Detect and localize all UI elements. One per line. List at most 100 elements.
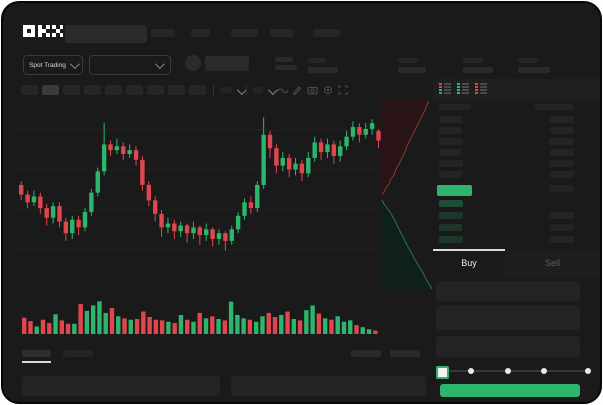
ask-row-amount[interactable] bbox=[550, 171, 574, 178]
stat-label-0 bbox=[308, 58, 326, 63]
toggle-swatch bbox=[475, 92, 478, 94]
market-type-selector[interactable]: Spot Trading bbox=[23, 55, 83, 75]
toggle-swatch bbox=[457, 83, 460, 85]
timeframe-button-0[interactable] bbox=[21, 85, 38, 95]
nav-item-3[interactable] bbox=[270, 29, 293, 37]
timeframe-button-3[interactable] bbox=[84, 85, 101, 95]
price-skeleton bbox=[275, 57, 293, 62]
pair-title-skeleton bbox=[205, 56, 249, 71]
bid-row-amount[interactable] bbox=[549, 212, 574, 219]
ask-row-amount[interactable] bbox=[549, 138, 574, 145]
bid-row-amount[interactable] bbox=[550, 224, 574, 231]
book-asks-icon[interactable] bbox=[475, 83, 488, 96]
toggle-line bbox=[462, 89, 469, 91]
book-bids-icon[interactable] bbox=[457, 83, 470, 96]
toggle-swatch bbox=[475, 86, 478, 88]
slider-stop-2[interactable] bbox=[505, 368, 511, 374]
bottom-right-item-1[interactable] bbox=[390, 350, 420, 357]
timeframe-button-4[interactable] bbox=[105, 85, 122, 95]
toggle-line bbox=[480, 83, 487, 85]
slider-stop-4[interactable] bbox=[585, 368, 591, 374]
tab-buy[interactable]: Buy bbox=[461, 258, 477, 268]
volume-bars[interactable] bbox=[21, 299, 378, 334]
pencil-icon[interactable] bbox=[292, 85, 302, 95]
timeframe-button-1[interactable] bbox=[42, 85, 59, 95]
stat-value-0 bbox=[308, 67, 338, 73]
toggle-swatch bbox=[457, 89, 460, 91]
bottom-panel-0 bbox=[22, 376, 220, 396]
stat-value-3 bbox=[518, 67, 550, 73]
search-input[interactable] bbox=[65, 25, 147, 43]
toggle-swatch bbox=[475, 89, 478, 91]
stat-value-1 bbox=[398, 67, 426, 73]
nav-item-4[interactable] bbox=[313, 29, 340, 37]
expand-icon[interactable] bbox=[338, 85, 348, 95]
bottom-panel-1 bbox=[231, 376, 426, 396]
toggle-line bbox=[480, 92, 487, 94]
toggle-line bbox=[444, 89, 451, 91]
bottom-right-item-0[interactable] bbox=[351, 350, 381, 357]
ask-row-price[interactable] bbox=[439, 127, 462, 134]
bid-row-amount[interactable] bbox=[549, 236, 574, 243]
slider-stop-3[interactable] bbox=[541, 368, 547, 374]
ask-row-amount[interactable] bbox=[549, 160, 574, 167]
timeframe-button-7[interactable] bbox=[168, 85, 185, 95]
toolbar-divider bbox=[213, 85, 214, 95]
bid-row-price[interactable] bbox=[439, 212, 463, 219]
ask-row-amount[interactable] bbox=[550, 149, 574, 156]
tab-sell[interactable]: Sell bbox=[544, 258, 560, 268]
stat-label-2 bbox=[463, 58, 483, 63]
camera-icon[interactable] bbox=[307, 85, 318, 95]
toggle-line bbox=[462, 83, 469, 85]
submit-buy-button[interactable] bbox=[440, 384, 580, 397]
timeframe-button-5[interactable] bbox=[126, 85, 143, 95]
amount-slider-track[interactable] bbox=[440, 370, 588, 372]
amount-slider-handle[interactable] bbox=[436, 366, 449, 379]
sell-tab-bg bbox=[505, 250, 600, 278]
indicator-label-skeleton bbox=[220, 87, 232, 93]
nav-item-2[interactable] bbox=[231, 29, 258, 37]
ask-row-amount[interactable] bbox=[550, 127, 574, 134]
ask-row-price[interactable] bbox=[439, 160, 463, 167]
wave-icon[interactable] bbox=[277, 86, 289, 94]
order-field-0[interactable] bbox=[436, 281, 580, 301]
timeframe-button-2[interactable] bbox=[63, 85, 80, 95]
indicator-label-skeleton bbox=[253, 87, 263, 93]
timeframe-button-8[interactable] bbox=[189, 85, 206, 95]
ask-row-amount[interactable] bbox=[549, 116, 574, 123]
bid-row-price[interactable] bbox=[439, 224, 462, 231]
order-field-1[interactable] bbox=[436, 305, 580, 330]
toggle-swatch bbox=[439, 92, 442, 94]
ask-row-price[interactable] bbox=[439, 116, 463, 123]
slider-stop-1[interactable] bbox=[468, 368, 474, 374]
bottom-tab-0[interactable] bbox=[22, 350, 51, 357]
nav-item-1[interactable] bbox=[191, 29, 210, 37]
toggle-line bbox=[444, 83, 451, 85]
candlestick-chart[interactable] bbox=[17, 100, 381, 293]
toggle-swatch bbox=[439, 89, 442, 91]
toggle-line bbox=[480, 89, 487, 91]
nav-item-0[interactable] bbox=[151, 29, 175, 37]
bid-row-price[interactable] bbox=[439, 200, 463, 207]
okx-logo[interactable] bbox=[23, 24, 63, 40]
timeframe-button-6[interactable] bbox=[147, 85, 164, 95]
book-both-icon[interactable] bbox=[439, 83, 452, 96]
gear-icon[interactable] bbox=[323, 85, 333, 95]
ask-row-amount[interactable] bbox=[549, 185, 574, 192]
pair-selector[interactable] bbox=[89, 55, 171, 75]
toggle-line bbox=[462, 86, 469, 88]
bottom-tab-1[interactable] bbox=[63, 350, 93, 357]
toolbar-divider bbox=[246, 85, 247, 95]
chevron-down-icon bbox=[154, 59, 165, 70]
bid-row-price[interactable] bbox=[439, 236, 463, 243]
toggle-line bbox=[480, 86, 487, 88]
last-price-button[interactable] bbox=[437, 185, 472, 196]
ask-row-price[interactable] bbox=[439, 149, 461, 156]
ask-row-price[interactable] bbox=[439, 138, 463, 145]
orderbook-col-header-price bbox=[439, 104, 471, 110]
toggle-swatch bbox=[439, 86, 442, 88]
toggle-line bbox=[444, 86, 451, 88]
depth-chart[interactable] bbox=[381, 100, 436, 290]
order-field-2[interactable] bbox=[436, 336, 580, 357]
ask-row-price[interactable] bbox=[439, 171, 462, 178]
